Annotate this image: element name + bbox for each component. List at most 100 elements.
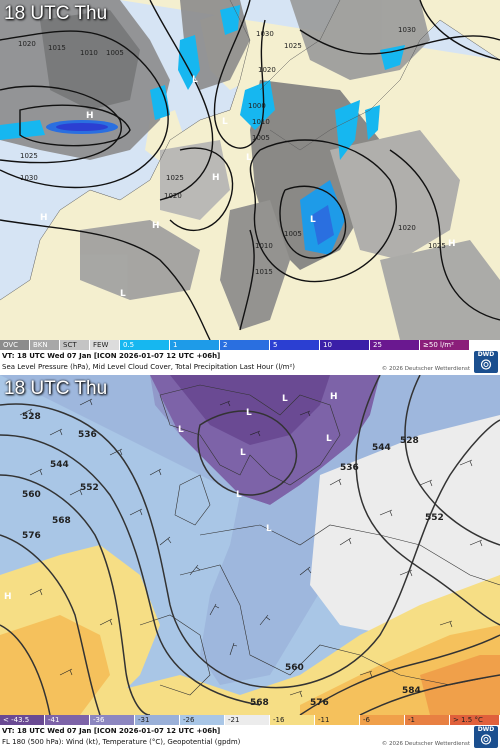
geopotential-label: 568 [52, 516, 71, 526]
coastlines [139, 384, 500, 696]
geopotential-label: 528 [22, 412, 41, 422]
low-centre-marker: L [240, 448, 246, 458]
low-centre-marker: L [236, 490, 242, 500]
legend-cell-temp: -16 [270, 715, 315, 725]
low-pressure-marker: L [310, 215, 316, 225]
pressure-cloud-map: 1020 1015 1010 1005 1030 1025 1020 1025 … [0, 0, 500, 340]
geopotential-label: 536 [78, 430, 97, 440]
copyright-text: © 2026 Deutscher Wetterdienst [381, 741, 470, 747]
legend-cell-temp: -6 [360, 715, 405, 725]
legend-cell-temp: -26 [180, 715, 225, 725]
high-pressure-marker: H [86, 111, 94, 121]
temperature-legend: < -43.5 -41 -36 -31 -26 -21 -16 -11 -6 -… [0, 715, 500, 725]
upper-air-map: 528 536 544 552 560 568 576 528 536 544 … [0, 375, 500, 715]
isobar-label: 1025 [20, 152, 38, 160]
low-pressure-marker: L [120, 289, 126, 299]
precipitation-layer [0, 5, 405, 255]
cloud-precip-legend: OVC BKN SCT FEW 0.5 1 2 5 10 25 ≥50 l/m² [0, 340, 500, 350]
forecast-time-label: 18 UTC Thu [4, 3, 108, 24]
low-centre-marker: L [178, 425, 184, 435]
dwd-swirl-icon [480, 359, 492, 370]
geopotential-label: 528 [400, 436, 419, 446]
dwd-logo: DWD [474, 726, 498, 748]
geopotential-label: 560 [285, 663, 304, 673]
geopotential-label: 576 [22, 531, 41, 541]
isobar-labels: 1020 1015 1010 1005 1030 1025 1020 1025 … [18, 26, 446, 276]
legend-cell-sct: SCT [60, 340, 90, 350]
pressure-centres: H L L L L H H H L H [40, 75, 456, 299]
geopotential-label: 568 [250, 698, 269, 708]
isobar-label: 1030 [256, 30, 274, 38]
geopotential-label: 552 [425, 513, 444, 523]
high-centre-marker: H [4, 592, 12, 602]
geopotential-label: 536 [340, 463, 359, 473]
low-centre-marker: L [326, 434, 332, 444]
geopotential-label: 560 [22, 490, 41, 500]
high-pressure-marker: H [448, 239, 456, 249]
dwd-logo-text: DWD [477, 726, 495, 733]
legend-cell-temp: -41 [45, 715, 90, 725]
legend-cell-precip: 1 [170, 340, 220, 350]
geopotential-label: 552 [80, 483, 99, 493]
legend-cell-temp: -1 [405, 715, 450, 725]
geopotential-labels: 528 536 544 552 560 568 576 528 536 544 … [22, 412, 444, 708]
legend-cell-precip: 2 [220, 340, 270, 350]
isobar-label: 1030 [398, 26, 416, 34]
low-pressure-marker: L [246, 153, 252, 163]
high-centre-marker: H [330, 392, 338, 402]
dwd-logo-text: DWD [477, 351, 495, 358]
low-centre-marker: L [282, 394, 288, 404]
legend-cell-precip: 25 [370, 340, 420, 350]
isobar-label: 1025 [166, 174, 184, 182]
legend-cell-precip: 10 [320, 340, 370, 350]
geopotential-label: 576 [310, 698, 329, 708]
copyright-text: © 2026 Deutscher Wetterdienst [381, 366, 470, 372]
forecast-time-label: 18 UTC Thu [4, 378, 108, 399]
legend-cell-temp: -36 [90, 715, 135, 725]
isobar-label: 1010 [252, 118, 270, 126]
wind-barbs [19, 398, 483, 698]
coldest-core [170, 375, 330, 445]
dwd-swirl-icon [480, 734, 492, 745]
isobar-label: 1005 [106, 49, 124, 57]
low-pressure-marker: L [222, 117, 228, 127]
isobars [0, 0, 500, 340]
cloud-cover-layer [0, 0, 500, 340]
isobar-label: 1000 [248, 102, 266, 110]
isobar-label: 1015 [48, 44, 66, 52]
geopotential-contours [0, 375, 500, 715]
legend-cell-temp: -31 [135, 715, 180, 725]
isobar-label: 1020 [164, 192, 182, 200]
upper-air-panel: 528 536 544 552 560 568 576 528 536 544 … [0, 375, 500, 750]
geopotential-label: 584 [402, 686, 421, 696]
legend-cell-temp: > 1.5 °C [450, 715, 500, 725]
isobar-label: 1015 [255, 268, 273, 276]
legend-cell-temp: < -43.5 [0, 715, 45, 725]
isobar-label: 1030 [20, 174, 38, 182]
legend-cell-precip: ≥50 l/m² [420, 340, 470, 350]
legend-cell-precip: 0.5 [120, 340, 170, 350]
isobar-label: 1005 [284, 230, 302, 238]
high-pressure-marker: H [40, 213, 48, 223]
low-centre-marker: L [266, 524, 272, 534]
dwd-logo: DWD [474, 351, 498, 373]
isobar-label: 1025 [284, 42, 302, 50]
pressure-centres: L L L L H L L L H [4, 392, 338, 602]
low-centre-marker: L [246, 408, 252, 418]
high-pressure-marker: H [212, 173, 220, 183]
legend-cell-few: FEW [90, 340, 120, 350]
isobar-label: 1020 [398, 224, 416, 232]
legend-cell-temp: -21 [225, 715, 270, 725]
parameter-caption: FL 180 (500 hPa): Wind (kt), Temperature… [2, 738, 241, 746]
low-pressure-marker: L [192, 75, 198, 85]
isobar-label: 1025 [428, 242, 446, 250]
legend-cell-bkn: BKN [30, 340, 60, 350]
isobar-label: 1020 [18, 40, 36, 48]
isobar-label: 1005 [252, 134, 270, 142]
parameter-caption: Sea Level Pressure (hPa), Mid Level Clou… [2, 363, 295, 371]
high-pressure-marker: H [152, 221, 160, 231]
isobar-label: 1010 [80, 49, 98, 57]
isobar-label: 1010 [255, 242, 273, 250]
valid-time-caption: VT: 18 UTC Wed 07 Jan [ICON 2026-01-07 1… [2, 727, 221, 735]
hot-zone [420, 655, 500, 715]
